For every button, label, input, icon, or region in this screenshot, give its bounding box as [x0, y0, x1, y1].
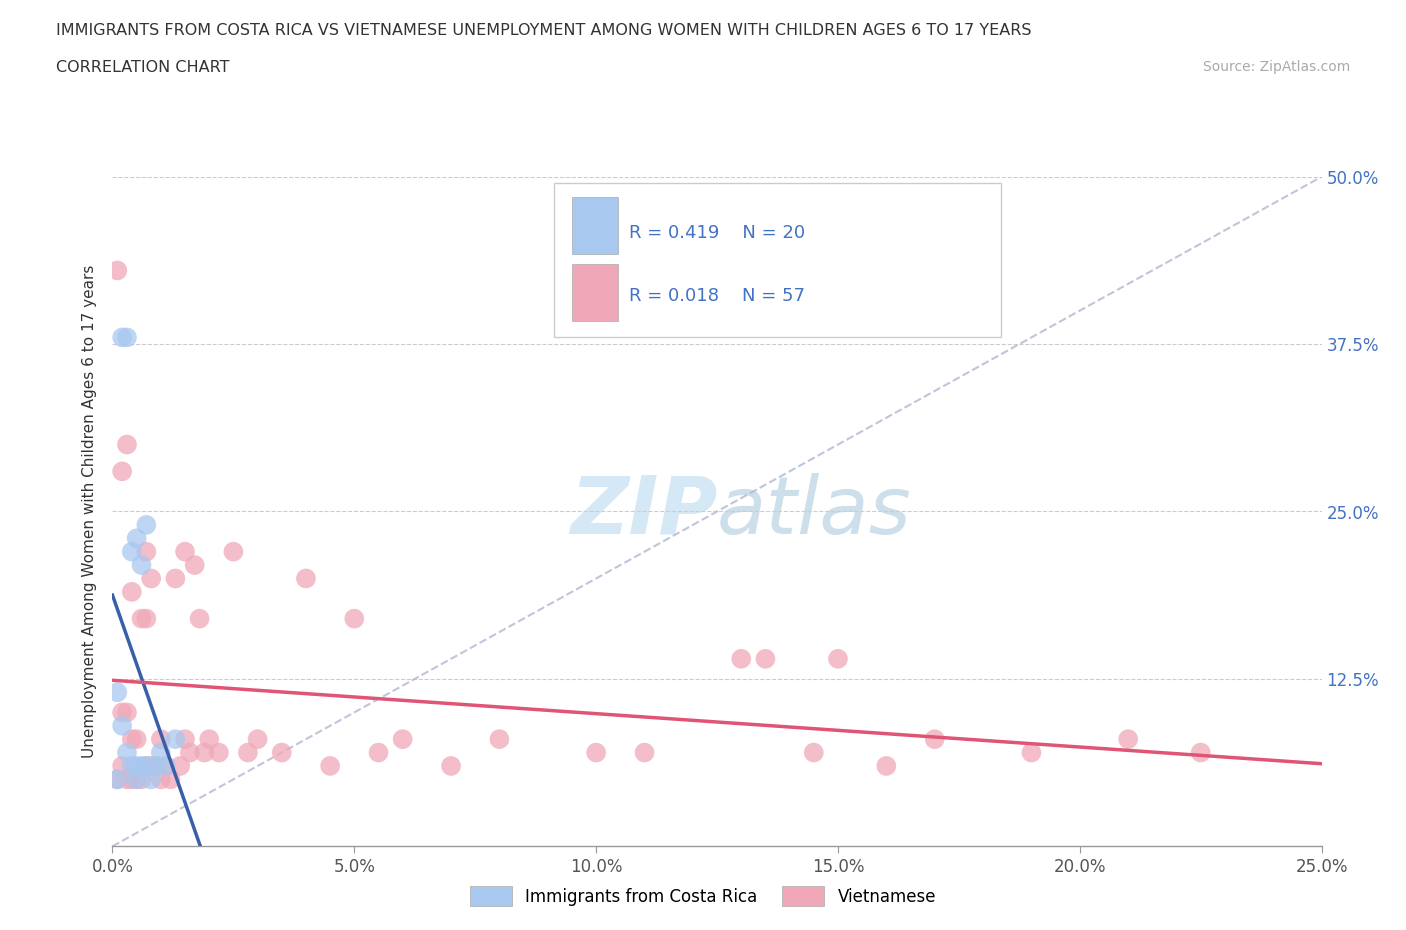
Point [875, 759, 897, 774]
Point [125, 759, 148, 774]
Point [145, 759, 167, 774]
Point [1189, 745, 1212, 760]
Point [105, 772, 128, 787]
Point [111, 464, 134, 479]
FancyBboxPatch shape [554, 183, 1001, 338]
Point [135, 759, 157, 774]
Point [125, 772, 148, 787]
Point [135, 759, 157, 774]
Point [319, 759, 342, 774]
Point [115, 745, 138, 760]
Point [149, 772, 172, 787]
Point [633, 745, 655, 760]
Point [295, 571, 318, 586]
Point [193, 745, 215, 760]
Text: Source: ZipAtlas.com: Source: ZipAtlas.com [1202, 60, 1350, 74]
Point [165, 571, 187, 586]
Point [111, 330, 134, 345]
Point [391, 732, 413, 747]
Point [141, 759, 163, 774]
Point [198, 732, 221, 747]
Point [155, 759, 177, 774]
Point [246, 732, 269, 747]
Point [105, 684, 128, 699]
Point [141, 571, 163, 586]
Point [827, 651, 849, 666]
Bar [572, 264, 617, 321]
Point [131, 759, 153, 774]
Point [367, 745, 389, 760]
Point [135, 611, 157, 626]
Point [121, 772, 143, 787]
Point [270, 745, 292, 760]
Point [924, 732, 946, 747]
Text: R = 0.419    N = 20: R = 0.419 N = 20 [628, 223, 804, 242]
Point [135, 544, 157, 559]
Point [121, 759, 143, 774]
Point [179, 745, 201, 760]
Point [111, 718, 134, 733]
Y-axis label: Unemployment Among Women with Children Ages 6 to 17 years: Unemployment Among Women with Children A… [82, 265, 97, 758]
Point [440, 759, 463, 774]
Point [1021, 745, 1043, 760]
Point [131, 772, 153, 787]
Point [135, 517, 157, 532]
Point [121, 544, 143, 559]
Point [585, 745, 607, 760]
Point [149, 732, 172, 747]
Point [115, 437, 138, 452]
Point [121, 584, 143, 599]
Point [115, 330, 138, 345]
Point [188, 611, 211, 626]
Text: IMMIGRANTS FROM COSTA RICA VS VIETNAMESE UNEMPLOYMENT AMONG WOMEN WITH CHILDREN : IMMIGRANTS FROM COSTA RICA VS VIETNAMESE… [56, 23, 1032, 38]
Point [754, 651, 776, 666]
Point [159, 772, 181, 787]
Point [111, 705, 134, 720]
Point [174, 544, 197, 559]
Point [174, 732, 197, 747]
Point [125, 772, 148, 787]
Point [730, 651, 752, 666]
Point [131, 558, 153, 573]
Point [141, 772, 163, 787]
Text: ZIP: ZIP [569, 472, 717, 551]
Point [105, 263, 128, 278]
Point [169, 759, 191, 774]
Point [145, 759, 167, 774]
Point [1116, 732, 1139, 747]
Point [803, 745, 825, 760]
Point [115, 705, 138, 720]
Point [165, 732, 187, 747]
Text: R = 0.018    N = 57: R = 0.018 N = 57 [628, 287, 804, 305]
Text: CORRELATION CHART: CORRELATION CHART [56, 60, 229, 75]
Bar [572, 197, 617, 254]
Point [149, 745, 172, 760]
Point [105, 772, 128, 787]
Point [343, 611, 366, 626]
Point [131, 611, 153, 626]
Point [488, 732, 510, 747]
Point [183, 558, 205, 573]
Point [208, 745, 231, 760]
Point [111, 759, 134, 774]
Point [155, 759, 177, 774]
Point [222, 544, 245, 559]
Point [115, 772, 138, 787]
Point [236, 745, 259, 760]
Point [125, 531, 148, 546]
Point [125, 732, 148, 747]
Legend: Immigrants from Costa Rica, Vietnamese: Immigrants from Costa Rica, Vietnamese [464, 880, 942, 912]
Point [121, 732, 143, 747]
Text: atlas: atlas [717, 472, 912, 551]
